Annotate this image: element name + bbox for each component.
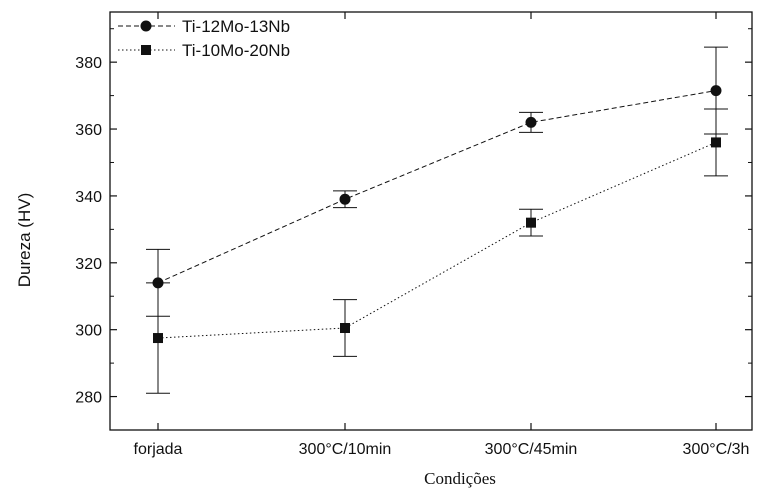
y-axis-title: Dureza (HV)	[15, 193, 34, 287]
y-tick-label: 380	[75, 55, 102, 72]
x-axis-title: Condições	[424, 469, 496, 488]
data-point	[153, 333, 163, 344]
plot-border	[109, 11, 753, 431]
legend-marker	[140, 20, 152, 32]
x-tick-label: forjada	[134, 441, 183, 458]
legend: Ti-12Mo-13Nb Ti-10Mo-20Nb	[118, 17, 290, 60]
data-point	[710, 85, 722, 97]
data-point	[711, 137, 721, 148]
y-tick-label: 320	[75, 256, 102, 273]
data-point	[526, 217, 536, 228]
y-tick-label: 360	[75, 122, 102, 139]
x-tick-label: 300°C/10min	[299, 441, 392, 458]
series-2	[146, 108, 728, 394]
legend-label: Ti-12Mo-13Nb	[182, 17, 290, 36]
y-tick-label: 340	[75, 189, 102, 206]
data-point	[340, 323, 350, 334]
legend-marker	[141, 45, 151, 55]
legend-label: Ti-10Mo-20Nb	[182, 41, 290, 60]
series-line	[157, 141, 717, 339]
y-tick-label: 280	[75, 390, 102, 407]
x-axis: forjada 300°C/10min 300°C/45min 300°C/3h	[134, 12, 750, 458]
series-layer	[146, 46, 728, 394]
x-tick-label: 300°C/45min	[485, 441, 578, 458]
x-tick-label: 300°C/3h	[683, 441, 750, 458]
y-axis: 280 300 320 340 360 380	[75, 28, 752, 407]
plot-frame	[109, 11, 753, 431]
data-point	[525, 116, 537, 128]
series-line	[157, 90, 717, 284]
data-point	[339, 193, 351, 205]
y-tick-label: 300	[75, 323, 102, 340]
